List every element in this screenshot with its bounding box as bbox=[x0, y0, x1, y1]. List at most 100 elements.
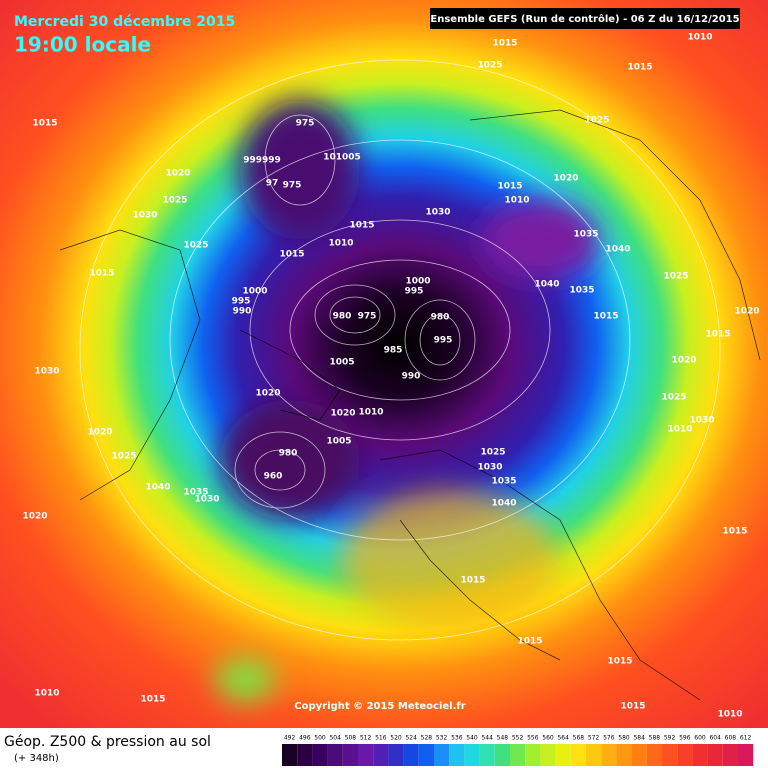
pressure-label: 1015 bbox=[492, 39, 517, 49]
pressure-label: 1020 bbox=[22, 512, 47, 522]
pressure-label: 960 bbox=[264, 472, 283, 482]
scale-label: 592 bbox=[664, 735, 676, 742]
scale-label: 516 bbox=[375, 735, 387, 742]
pressure-label: 1010 bbox=[328, 239, 353, 249]
scale-swatch bbox=[373, 744, 389, 766]
copyright: Copyright © 2015 Meteociel.fr bbox=[294, 701, 465, 712]
scale-label: 528 bbox=[421, 735, 433, 742]
pressure-label: 1035 bbox=[573, 230, 598, 240]
pressure-label: 1025 bbox=[111, 452, 136, 462]
pressure-label: 980 bbox=[333, 312, 352, 322]
scale-swatch bbox=[738, 744, 754, 766]
scale-label: 580 bbox=[618, 735, 630, 742]
scale-swatch bbox=[510, 744, 526, 766]
scale-label: 576 bbox=[603, 735, 615, 742]
scale-label: 548 bbox=[497, 735, 509, 742]
scale-swatch bbox=[646, 744, 662, 766]
scale-label: 604 bbox=[709, 735, 721, 742]
pressure-label: 1015 bbox=[349, 221, 374, 231]
field-detail bbox=[215, 100, 600, 702]
color-scale: 492 496 500 504 508 512 516 520 524 528 532 536 540 5… bbox=[282, 735, 754, 766]
pressure-label: 990 bbox=[233, 307, 252, 317]
scale-label: 520 bbox=[390, 735, 402, 742]
pressure-label: 1030 bbox=[425, 208, 450, 218]
pressure-label: 999999 bbox=[243, 156, 281, 166]
scale-swatch bbox=[570, 744, 586, 766]
pressure-label: 1025 bbox=[661, 393, 686, 403]
pressure-label: 1015 bbox=[620, 702, 645, 712]
lead-time: (+ 348h) bbox=[14, 753, 59, 764]
pressure-label: 1040 bbox=[534, 280, 559, 290]
scale-label: 608 bbox=[725, 735, 737, 742]
pressure-label: 1010 bbox=[358, 408, 383, 418]
scale-label: 584 bbox=[633, 735, 645, 742]
pressure-label: 975 bbox=[296, 119, 315, 129]
pressure-label: 990 bbox=[402, 372, 421, 382]
pressure-label: 995 bbox=[405, 287, 424, 297]
footer-title: Géop. Z500 & pression au sol bbox=[4, 734, 211, 750]
time: 19:00 locale bbox=[14, 33, 151, 57]
scale-swatch bbox=[494, 744, 510, 766]
pressure-label: 975 bbox=[283, 181, 302, 191]
pressure-label: 1010 bbox=[717, 710, 742, 720]
scale-swatch bbox=[692, 744, 708, 766]
pressure-label: 1015 bbox=[460, 576, 485, 586]
pressure-label: 1025 bbox=[480, 448, 505, 458]
scale-swatch bbox=[707, 744, 723, 766]
scale-label: 512 bbox=[360, 735, 372, 742]
pressure-label: 1015 bbox=[593, 312, 618, 322]
pressure-label: 101005 bbox=[323, 153, 361, 163]
pressure-label: 1020 bbox=[553, 174, 578, 184]
scale-label: 552 bbox=[512, 735, 524, 742]
scale-swatch bbox=[631, 744, 647, 766]
pressure-label: 1020 bbox=[255, 389, 280, 399]
date: Mercredi 30 décembre 2015 bbox=[14, 14, 235, 30]
scale-swatch bbox=[327, 744, 343, 766]
scale-swatch bbox=[312, 744, 328, 766]
scale-label: 524 bbox=[405, 735, 417, 742]
pressure-label: 1015 bbox=[627, 63, 652, 73]
pressure-label: 1015 bbox=[722, 527, 747, 537]
pressure-label: 1015 bbox=[89, 269, 114, 279]
scale-swatch bbox=[464, 744, 480, 766]
scale-label: 588 bbox=[649, 735, 661, 742]
pressure-label: 1020 bbox=[87, 428, 112, 438]
pressure-label: 1010 bbox=[667, 425, 692, 435]
pressure-label: 1020 bbox=[165, 169, 190, 179]
scale-label: 492 bbox=[284, 735, 296, 742]
pressure-label: 1005 bbox=[326, 437, 351, 447]
pressure-label: 1020 bbox=[734, 307, 759, 317]
scale-label: 540 bbox=[466, 735, 478, 742]
pressure-label: 1025 bbox=[663, 272, 688, 282]
scale-swatch bbox=[358, 744, 374, 766]
run-banner bbox=[430, 8, 740, 29]
pressure-label: 1025 bbox=[183, 241, 208, 251]
pressure-label: 1010 bbox=[687, 33, 712, 43]
scale-swatch bbox=[586, 744, 602, 766]
pressure-label: 1030 bbox=[477, 463, 502, 473]
scale-label: 508 bbox=[345, 735, 357, 742]
scale-swatch bbox=[616, 744, 632, 766]
scale-label: 500 bbox=[314, 735, 326, 742]
pressure-label: 1010 bbox=[34, 689, 59, 699]
pressure-label: 980 bbox=[279, 449, 298, 459]
pressure-label: 1035 bbox=[569, 286, 594, 296]
pressure-label: 1030 bbox=[34, 367, 59, 377]
scale-label: 536 bbox=[451, 735, 463, 742]
scale-label: 600 bbox=[694, 735, 706, 742]
isobars bbox=[79, 59, 721, 641]
pressure-label: 980 bbox=[431, 313, 450, 323]
scale-swatch bbox=[418, 744, 434, 766]
scale-swatch bbox=[403, 744, 419, 766]
pressure-label: 1030 bbox=[132, 211, 157, 221]
scale-swatch bbox=[449, 744, 465, 766]
pressure-label: 995 bbox=[232, 297, 251, 307]
scale-label: 596 bbox=[679, 735, 691, 742]
scale-swatch bbox=[662, 744, 678, 766]
pressure-label: 1015 bbox=[279, 250, 304, 260]
scale-swatch bbox=[434, 744, 450, 766]
scale-label: 560 bbox=[542, 735, 554, 742]
scale-swatch bbox=[601, 744, 617, 766]
coastlines bbox=[59, 109, 761, 701]
